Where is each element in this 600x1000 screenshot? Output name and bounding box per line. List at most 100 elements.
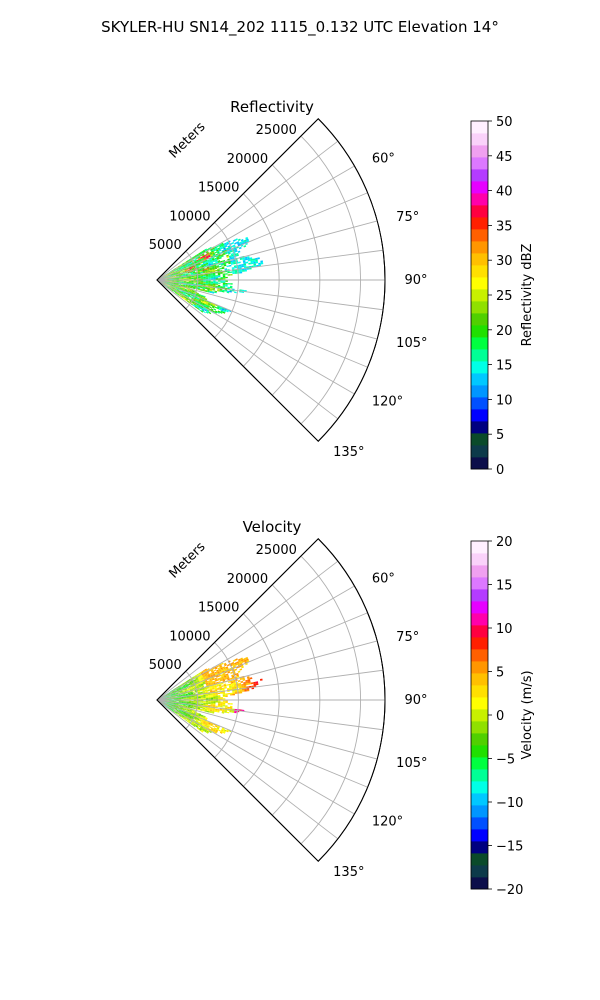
echo-cell xyxy=(181,291,184,293)
echo-cell xyxy=(188,693,191,695)
echo-cell xyxy=(202,709,205,711)
echo-cell xyxy=(194,681,198,684)
echo-cell xyxy=(203,694,206,696)
echo-cell xyxy=(196,727,200,730)
echo-cell xyxy=(182,288,185,291)
echo-cell xyxy=(200,677,204,679)
echo-cell xyxy=(196,680,200,682)
echo-cell xyxy=(185,285,189,287)
echo-cell xyxy=(202,254,205,257)
echo-cell xyxy=(183,697,187,698)
echo-cell xyxy=(205,280,209,282)
echo-cell xyxy=(166,703,169,705)
echo-cell xyxy=(217,273,221,276)
echo-cell xyxy=(197,301,201,304)
echo-cell xyxy=(203,281,206,283)
echo-cell xyxy=(196,685,199,687)
echo-cell xyxy=(200,283,204,285)
echo-cell xyxy=(208,702,211,704)
colorbar-swatch xyxy=(471,697,488,710)
echo-cell xyxy=(187,286,191,288)
echo-cell xyxy=(190,287,193,289)
colorbar-swatch xyxy=(471,325,488,338)
echo-cell xyxy=(204,688,208,691)
echo-cell xyxy=(193,718,197,721)
echo-cell xyxy=(180,694,184,696)
echo-cell xyxy=(203,677,207,680)
echo-cell xyxy=(205,721,209,724)
echo-cell xyxy=(179,288,183,290)
radial-axis-label: Meters xyxy=(166,119,208,161)
echo-cell xyxy=(194,680,197,683)
echo-cell xyxy=(201,267,205,270)
echo-cell xyxy=(210,285,213,287)
echo-cell xyxy=(185,273,189,275)
echo-cell xyxy=(198,304,202,307)
echo-cell xyxy=(212,690,215,692)
echo-cell xyxy=(167,286,170,289)
echo-cell xyxy=(191,267,195,269)
echo-cell xyxy=(176,269,180,271)
echo-cell xyxy=(188,276,192,278)
colorbar-swatch xyxy=(471,445,488,458)
echo-cell xyxy=(205,702,209,704)
echo-cell xyxy=(223,675,227,678)
echo-cell xyxy=(198,686,202,688)
echo-cell xyxy=(217,272,221,275)
echo-cell xyxy=(173,705,176,707)
echo-cell xyxy=(216,727,220,730)
echo-cell xyxy=(186,276,189,278)
echo-cell xyxy=(202,722,206,724)
echo-cell xyxy=(207,261,211,263)
echo-cell xyxy=(218,256,222,258)
echo-cell xyxy=(243,685,247,688)
echo-cell xyxy=(216,307,220,310)
echo-cell xyxy=(187,289,190,291)
echo-cell xyxy=(197,676,201,679)
echo-cell xyxy=(192,271,196,273)
echo-cell xyxy=(239,241,243,244)
echo-cell xyxy=(200,682,204,685)
echo-cell xyxy=(176,275,179,277)
echo-cell xyxy=(201,253,205,256)
echo-cell xyxy=(217,696,221,698)
echo-cell xyxy=(241,690,245,692)
echo-cell xyxy=(178,274,181,276)
echo-cell xyxy=(193,283,196,285)
echo-cell xyxy=(189,296,192,299)
echo-cell xyxy=(203,277,206,279)
echo-cell xyxy=(200,296,203,298)
echo-cell xyxy=(167,705,171,707)
echo-cell xyxy=(207,273,211,276)
echo-cell xyxy=(185,713,188,716)
echo-cell xyxy=(231,675,235,678)
echo-cell xyxy=(210,704,214,706)
echo-cell xyxy=(213,702,216,704)
echo-cell xyxy=(198,293,202,296)
echo-cell xyxy=(176,703,179,705)
echo-cell xyxy=(176,701,179,702)
echo-cell xyxy=(215,261,219,264)
echo-cell xyxy=(180,706,183,709)
echo-cell xyxy=(222,701,226,703)
echo-cell xyxy=(239,691,243,694)
echo-cell xyxy=(207,287,211,289)
echo-cell xyxy=(219,666,223,669)
echo-cell xyxy=(216,677,220,680)
echo-cell xyxy=(179,714,182,717)
echo-cell xyxy=(168,696,172,698)
echo-cell xyxy=(198,305,201,308)
echo-cell xyxy=(213,275,216,277)
echo-cell xyxy=(202,689,205,691)
echo-cell xyxy=(198,714,201,717)
echo-cell xyxy=(204,289,208,292)
echo-cell xyxy=(200,697,204,699)
echo-cell xyxy=(199,302,203,305)
echo-cell xyxy=(190,303,194,306)
echo-cell xyxy=(212,284,216,286)
echo-cell xyxy=(192,270,196,272)
colorbar-tick-label: 30 xyxy=(496,254,513,269)
colorbar-tick-label: 20 xyxy=(496,535,513,550)
echo-cell xyxy=(200,276,204,278)
echo-cell xyxy=(188,286,191,288)
